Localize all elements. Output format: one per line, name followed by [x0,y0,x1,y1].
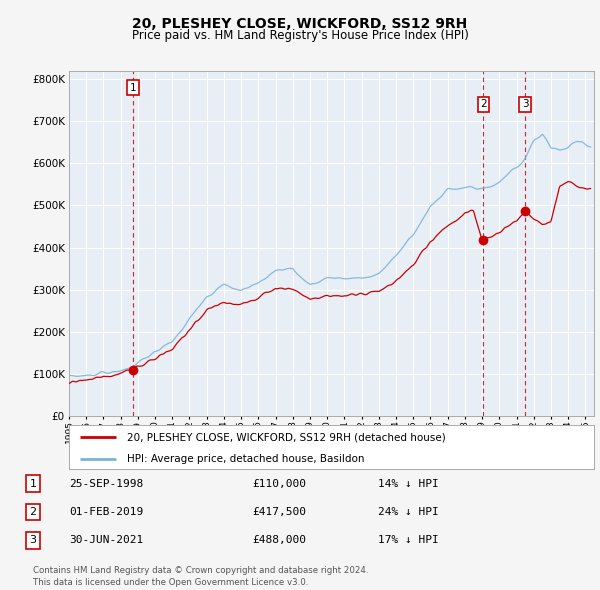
Text: Contains HM Land Registry data © Crown copyright and database right 2024.
This d: Contains HM Land Registry data © Crown c… [33,566,368,587]
Text: Price paid vs. HM Land Registry's House Price Index (HPI): Price paid vs. HM Land Registry's House … [131,30,469,42]
Text: 2: 2 [480,100,487,110]
Text: 25-SEP-1998: 25-SEP-1998 [69,479,143,489]
Text: 24% ↓ HPI: 24% ↓ HPI [378,507,439,517]
Text: 20, PLESHEY CLOSE, WICKFORD, SS12 9RH: 20, PLESHEY CLOSE, WICKFORD, SS12 9RH [133,17,467,31]
Text: 1: 1 [130,83,137,93]
Text: 01-FEB-2019: 01-FEB-2019 [69,507,143,517]
Text: 17% ↓ HPI: 17% ↓ HPI [378,536,439,545]
Text: HPI: Average price, detached house, Basildon: HPI: Average price, detached house, Basi… [127,454,364,464]
Text: £488,000: £488,000 [252,536,306,545]
Text: 30-JUN-2021: 30-JUN-2021 [69,536,143,545]
Text: £417,500: £417,500 [252,507,306,517]
Text: 1: 1 [29,479,37,489]
Text: 3: 3 [522,100,529,110]
Text: 2: 2 [29,507,37,517]
Text: 14% ↓ HPI: 14% ↓ HPI [378,479,439,489]
Text: £110,000: £110,000 [252,479,306,489]
Text: 20, PLESHEY CLOSE, WICKFORD, SS12 9RH (detached house): 20, PLESHEY CLOSE, WICKFORD, SS12 9RH (d… [127,432,445,442]
Text: 3: 3 [29,536,37,545]
